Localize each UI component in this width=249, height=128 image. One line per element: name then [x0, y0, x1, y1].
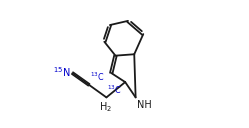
Text: $^{15}$N: $^{15}$N: [54, 65, 71, 79]
Text: H$_2$: H$_2$: [99, 100, 112, 114]
Text: NH: NH: [137, 100, 152, 110]
Text: $^{13}$C: $^{13}$C: [107, 84, 122, 96]
Text: $^{13}$C: $^{13}$C: [90, 71, 104, 83]
